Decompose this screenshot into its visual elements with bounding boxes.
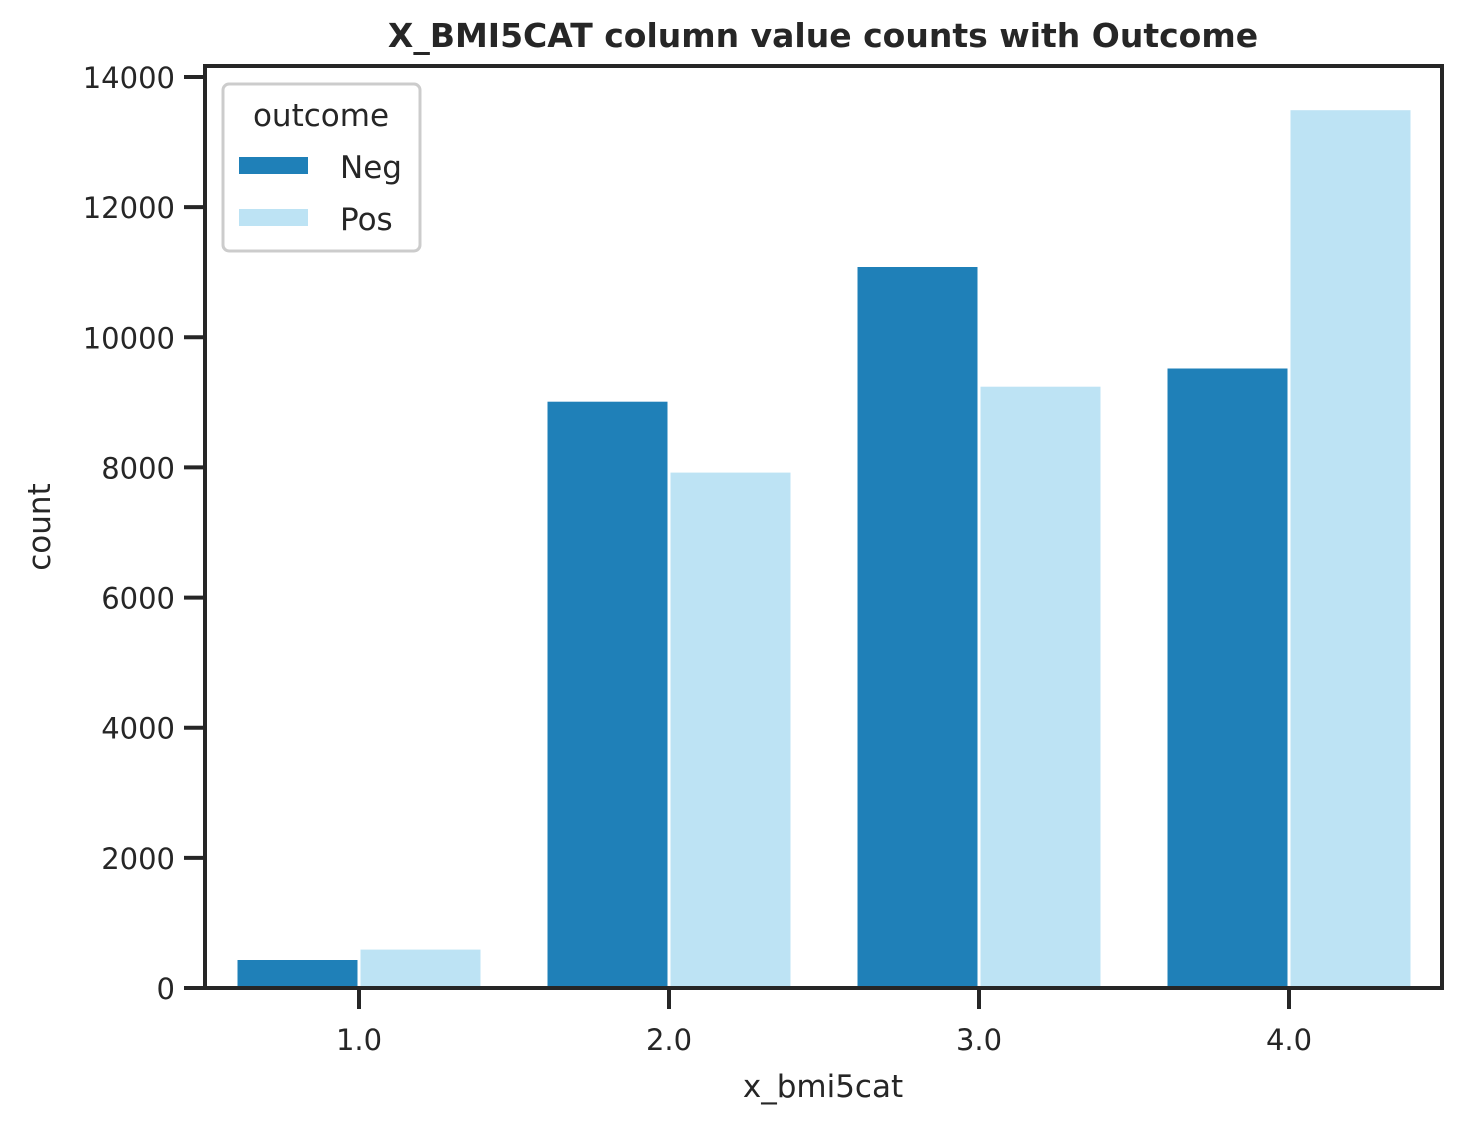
y-tick-label: 4000	[101, 712, 175, 746]
legend-label-neg: Neg	[340, 150, 402, 186]
bar-neg-1.0	[237, 960, 358, 988]
y-tick-label: 12000	[83, 191, 175, 225]
x-tick-label: 4.0	[1266, 1023, 1312, 1057]
legend-swatch-neg	[239, 157, 308, 174]
y-axis-label: count	[22, 483, 58, 570]
bar-neg-2.0	[547, 401, 668, 988]
bars-group	[237, 110, 1411, 989]
x-tick-label: 1.0	[336, 1023, 382, 1057]
x-axis-label: x_bmi5cat	[743, 1069, 903, 1105]
y-tick-label: 2000	[101, 842, 175, 876]
bar-pos-3.0	[980, 386, 1101, 988]
y-tick-label: 0	[157, 972, 175, 1006]
bar-pos-1.0	[360, 949, 481, 988]
x-tick-label: 3.0	[956, 1023, 1002, 1057]
x-tick-label: 2.0	[646, 1023, 692, 1057]
legend-title: outcome	[253, 98, 389, 134]
y-tick-label: 14000	[83, 61, 175, 95]
bar-pos-4.0	[1290, 110, 1411, 988]
bar-neg-4.0	[1167, 368, 1288, 988]
plot-frame	[203, 64, 1444, 990]
chart-title: X_BMI5CAT column value counts with Outco…	[388, 16, 1258, 55]
y-tick-label: 6000	[101, 582, 175, 616]
y-axis: 0 2000 4000 6000 8000 10000 12000 14000	[83, 61, 205, 1006]
legend-swatch-pos	[239, 209, 308, 226]
x-axis: 1.0 2.0 3.0 4.0	[336, 988, 1312, 1057]
y-tick-label: 8000	[101, 451, 175, 485]
legend-label-pos: Pos	[340, 202, 393, 238]
plot-area	[203, 64, 1444, 990]
bar-pos-2.0	[670, 472, 791, 989]
y-tick-label: 10000	[83, 321, 175, 355]
bar-neg-3.0	[857, 267, 978, 988]
legend: outcome Neg Pos	[221, 82, 422, 253]
